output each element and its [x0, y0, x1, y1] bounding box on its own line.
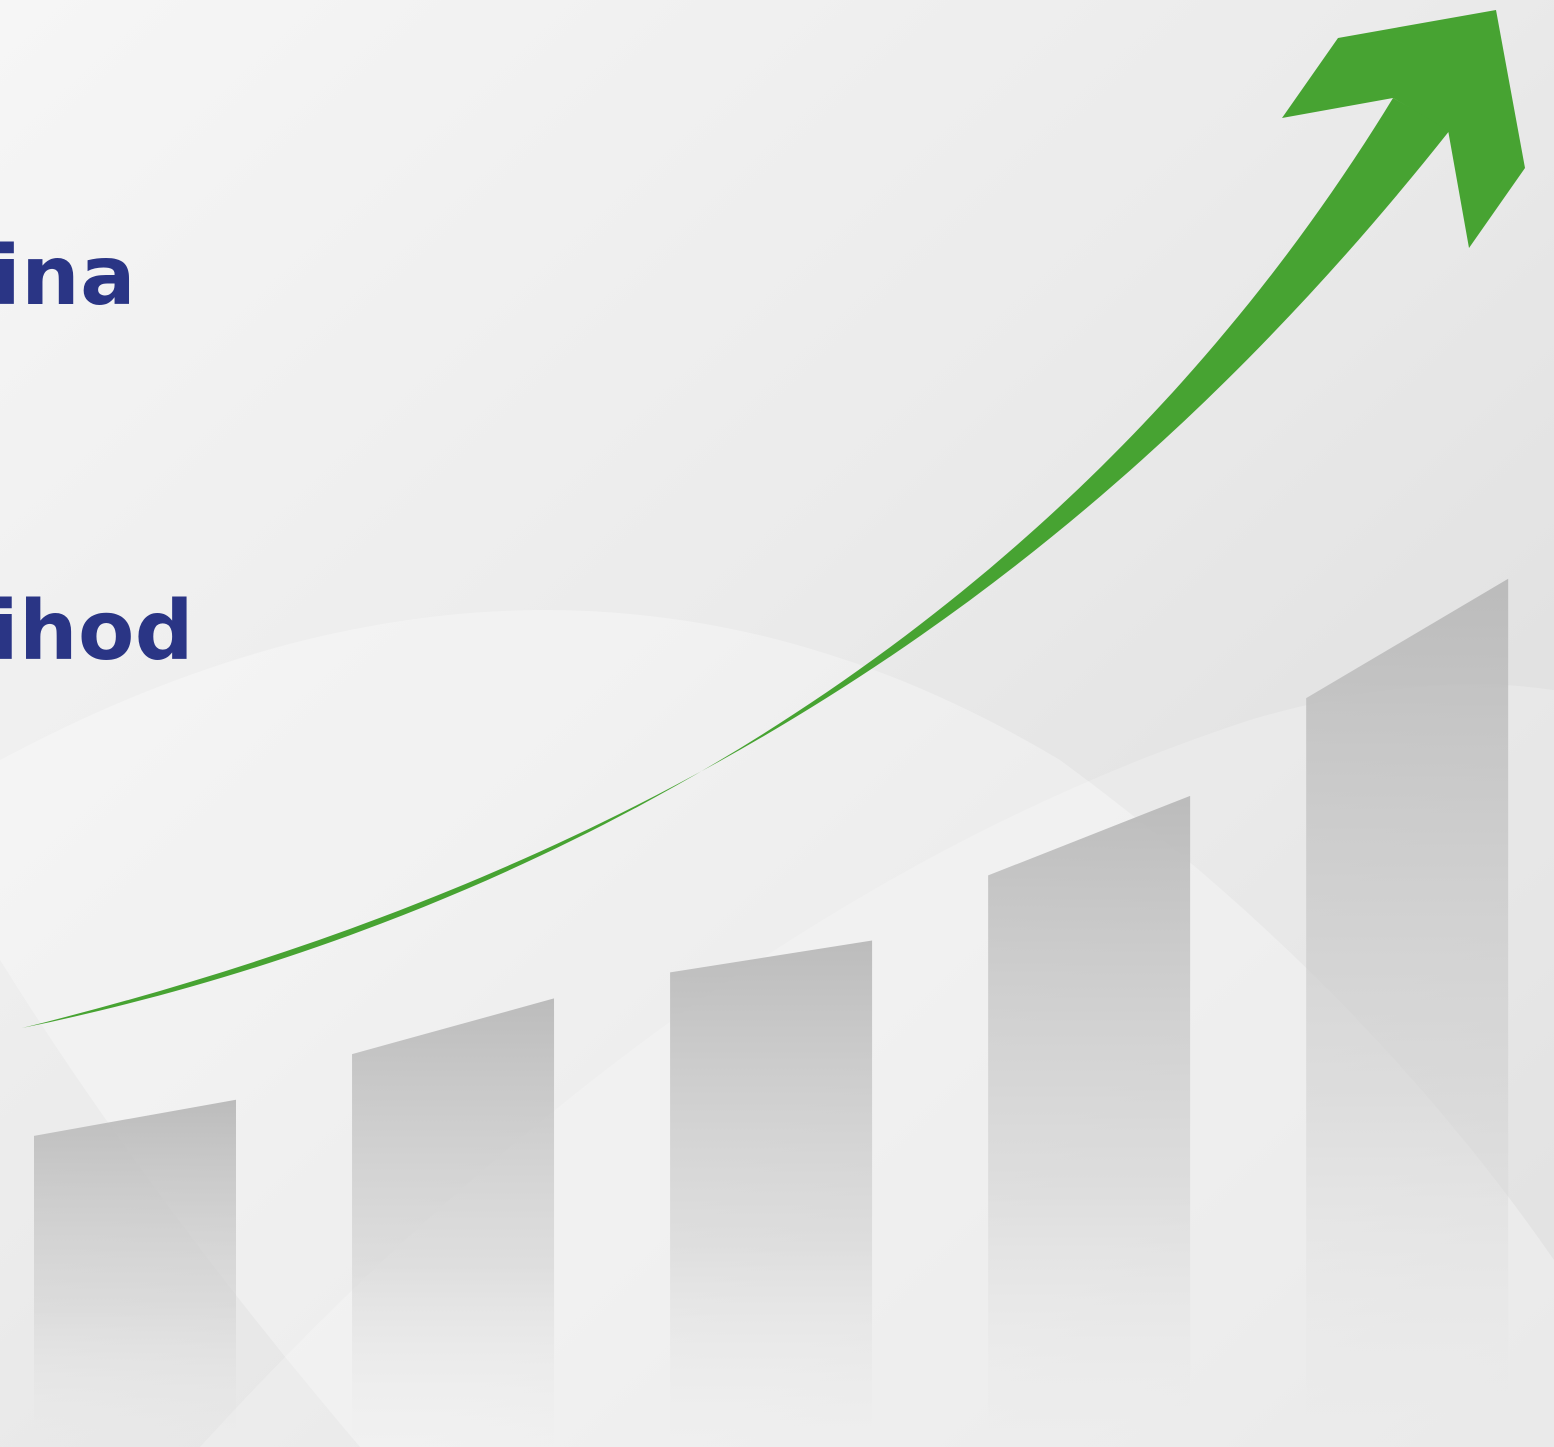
bar-column [34, 1099, 236, 1447]
headline-line-1: ina [0, 229, 136, 324]
headline-line-2: ihod [0, 584, 194, 679]
arrow-head [1282, 10, 1525, 248]
bar-column [1306, 578, 1509, 1447]
bar-column [352, 998, 555, 1447]
growth-arrow-icon [22, 10, 1525, 1028]
bar-column [988, 795, 1191, 1447]
rising-bar-columns [34, 578, 1509, 1447]
bar-column [670, 940, 873, 1447]
